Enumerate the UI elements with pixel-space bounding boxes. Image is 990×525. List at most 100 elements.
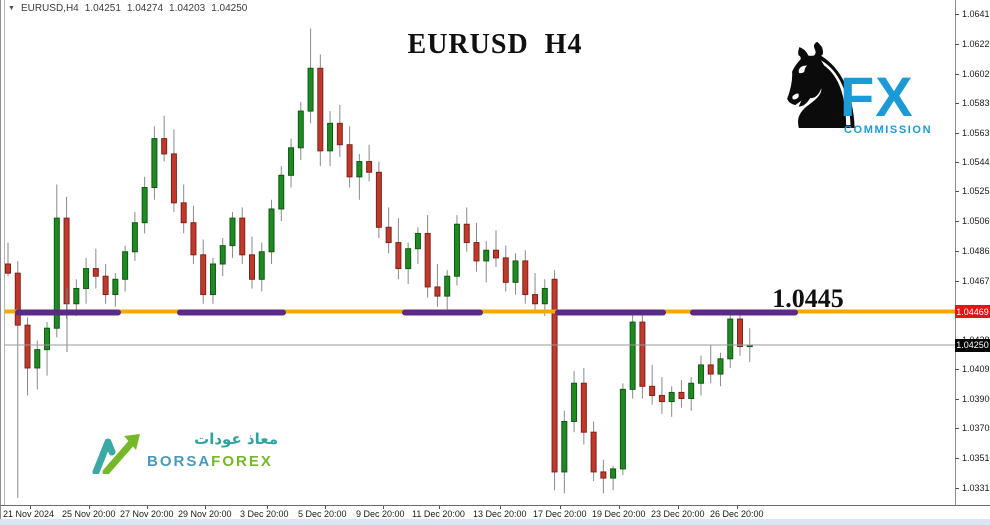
n-arrow-icon (92, 434, 140, 474)
bear-candle (5, 263, 11, 274)
bull-candle (219, 245, 226, 265)
bear-candle (24, 324, 31, 369)
bull-candle (717, 358, 724, 375)
bull-candle (414, 232, 421, 250)
borsa-brand-text: BORSAFOREX (147, 453, 273, 470)
bull-candle (619, 388, 626, 470)
chevron-down-icon[interactable]: ▼ (8, 5, 15, 12)
bear-candle (170, 153, 177, 204)
bull-candle (112, 278, 119, 296)
bull-candle (453, 223, 460, 277)
bear-candle (551, 278, 558, 473)
price-axis[interactable]: 1.06415 1.06220 1.06025 1.05830 1.05635 1.054… (955, 0, 990, 505)
fx-logo-text: FX (840, 65, 914, 128)
bull-candle (405, 248, 412, 270)
bear-candle (375, 171, 382, 228)
bull-candle (668, 391, 675, 403)
y-tick-mark (955, 73, 959, 75)
y-tick-mark (955, 250, 959, 252)
borsa-arabic-text: معاذ عودات (194, 430, 278, 448)
time-axis[interactable]: 21 Nov 2024 25 Nov 20:00 27 Nov 20:00 29 No… (0, 506, 990, 520)
bear-candle (463, 223, 470, 244)
fx-commission-logo: ♞ FX COMMISSION (768, 28, 948, 157)
bear-candle (532, 294, 539, 305)
y-tick-label: 1.05830 (962, 98, 990, 109)
y-tick-mark (955, 191, 959, 193)
bull-candle (444, 275, 451, 297)
y-tick-label: 1.04670 (962, 275, 990, 286)
borsaforex-logo: معاذ عودات BORSAFOREX (90, 430, 280, 475)
y-tick-mark (955, 43, 959, 45)
bear-candle (522, 260, 529, 296)
y-tick-label: 1.04095 (962, 363, 990, 374)
symbol-info-bar[interactable]: ▼ EURUSD,H4 1.04251 1.04274 1.04203 1.04… (8, 3, 247, 14)
bear-candle (180, 202, 187, 224)
bull-candle (297, 110, 304, 149)
y-tick-mark (955, 14, 959, 15)
bull-candle (278, 174, 285, 210)
bull-candle (697, 364, 704, 384)
x-tick-mark (678, 506, 679, 509)
bear-candle (161, 138, 168, 155)
x-tick-label: 19 Dec 20:00 (592, 509, 646, 519)
y-tick-mark (955, 428, 959, 430)
window-bottom-strip (0, 519, 990, 525)
bear-candle (14, 272, 21, 326)
x-tick-label: 3 Dec 20:00 (240, 509, 289, 519)
bear-candle (366, 161, 373, 173)
x-tick-label: 11 Dec 20:00 (412, 509, 465, 519)
bear-candle (493, 249, 499, 259)
bull-candle (541, 287, 548, 305)
bull-candle (307, 67, 314, 112)
y-tick-label: 1.05445 (962, 157, 990, 168)
x-tick-mark (147, 506, 148, 509)
x-tick-mark (500, 506, 501, 509)
current-price-badge: 1.04250 (955, 338, 990, 352)
bull-candle (688, 382, 695, 400)
bull-candle (327, 122, 334, 152)
bull-candle (512, 260, 519, 283)
y-tick-label: 1.05060 (962, 216, 990, 227)
x-tick-mark (205, 506, 206, 509)
bull-candle (53, 217, 60, 329)
x-tick-mark (619, 506, 620, 509)
level-price-badge: 1.04469 (955, 305, 990, 319)
page-title: EURUSD H4 (407, 29, 583, 60)
x-tick-mark (30, 506, 31, 509)
bull-candle (258, 251, 265, 280)
y-tick-label: 1.03705 (962, 423, 990, 434)
x-tick-label: 13 Dec 20:00 (473, 509, 527, 519)
fx-logo-subtitle: COMMISSION (844, 124, 933, 136)
bear-candle (707, 364, 714, 375)
borsa-brand-right: FOREX (211, 453, 273, 470)
y-tick-mark (955, 103, 959, 105)
y-tick-mark (955, 487, 959, 489)
level-price-annotation: 1.0445 (772, 284, 844, 313)
x-tick-label: 29 Nov 20:00 (178, 509, 232, 519)
bear-candle (92, 268, 99, 277)
bear-candle (239, 217, 246, 256)
x-tick-label: 26 Dec 20:00 (710, 509, 764, 519)
x-tick-label: 21 Nov 2024 (3, 509, 55, 519)
borsa-brand-left: BORSA (147, 453, 212, 470)
bear-candle (590, 431, 597, 473)
y-tick-label: 1.05255 (962, 186, 990, 197)
bear-candle (600, 471, 607, 479)
bull-candle (571, 382, 578, 422)
symbol-label: EURUSD,H4 (20, 3, 79, 14)
bear-candle (649, 385, 656, 396)
y-tick-label: 1.05635 (962, 128, 990, 139)
x-tick-mark (737, 506, 738, 509)
bull-candle (727, 318, 734, 360)
x-tick-label: 25 Nov 20:00 (62, 509, 116, 519)
bear-candle (190, 222, 197, 256)
bull-candle (561, 420, 568, 473)
y-tick-mark (955, 458, 959, 460)
y-tick-mark (955, 221, 959, 223)
bull-candle (151, 138, 158, 189)
x-tick-label: 27 Nov 20:00 (120, 509, 174, 519)
bull-candle (356, 161, 363, 178)
x-tick-mark (439, 506, 440, 509)
window-border-left (0, 0, 1, 525)
